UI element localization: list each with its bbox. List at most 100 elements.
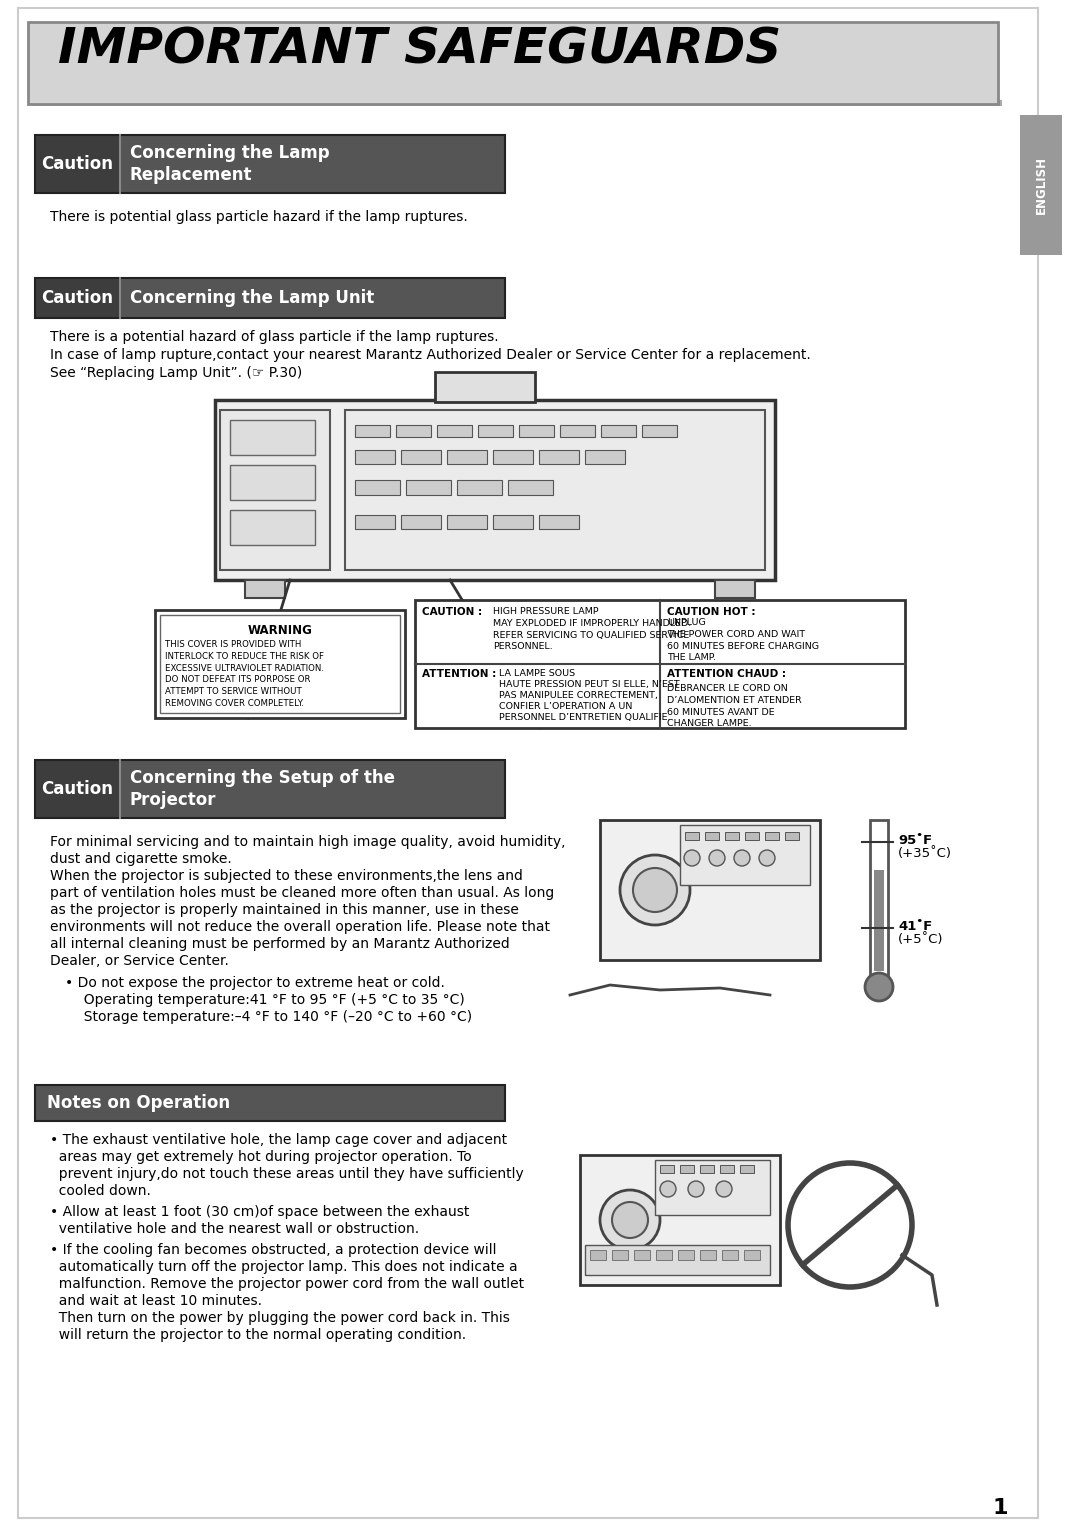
Bar [720,1164,734,1174]
Bar [492,451,534,465]
Circle shape [759,850,775,866]
Bar [355,480,400,495]
Text: all internal cleaning must be performed by an Marantz Authorized: all internal cleaning must be performed … [50,937,510,950]
Text: Concerning the Lamp
Replacement: Concerning the Lamp Replacement [130,144,329,183]
Circle shape [612,1203,648,1238]
Bar [678,1250,694,1261]
Text: areas may get extremely hot during projector operation. To: areas may get extremely hot during proje… [50,1151,472,1164]
Bar [447,515,487,529]
Text: Caution: Caution [41,779,113,798]
Text: UNPLUG
THE POWER CORD AND WAIT
60 MINUTES BEFORE CHARGING
THE LAMP.: UNPLUG THE POWER CORD AND WAIT 60 MINUTE… [667,617,819,663]
Bar [28,21,998,104]
Bar [585,451,625,465]
Text: (+35˚C): (+35˚C) [897,847,951,860]
Text: LA LAMPE SOUS
HAUTE PRESSION PEUT SI ELLE, N’EST
PAS MANIPULEE CORRECTEMENT,
CON: LA LAMPE SOUS HAUTE PRESSION PEUT SI ELL… [499,669,679,723]
Text: In case of lamp rupture,contact your nearest Marantz Authorized Dealer or Servic: In case of lamp rupture,contact your nea… [50,348,811,362]
Bar [680,1164,694,1174]
Bar [539,451,579,465]
Bar [447,451,487,465]
Bar [519,425,554,437]
Circle shape [633,868,677,912]
Bar [345,410,765,570]
Bar [725,833,739,840]
Bar [723,1250,738,1261]
Bar [539,515,579,529]
Text: 1: 1 [993,1497,1008,1517]
Bar [585,1245,770,1274]
Bar [406,480,451,495]
Bar [680,825,810,885]
Text: as the projector is properly maintained in this manner, use in these: as the projector is properly maintained … [50,903,518,917]
Text: DEBRANCER LE CORD ON
D’ALOMENTION ET ATENDER
60 MINUTES AVANT DE
CHANGER LAMPE.: DEBRANCER LE CORD ON D’ALOMENTION ET ATE… [667,685,801,729]
Bar [120,134,505,193]
Text: ATTENTION CHAUD :: ATTENTION CHAUD : [667,669,786,678]
Text: dust and cigarette smoke.: dust and cigarette smoke. [50,853,232,866]
Bar [642,425,677,437]
Bar [35,134,505,193]
Text: Caution: Caution [41,154,113,173]
Text: Dealer, or Service Center.: Dealer, or Service Center. [50,953,229,969]
Circle shape [688,1181,704,1196]
Text: Then turn on the power by plugging the power cord back in. This: Then turn on the power by plugging the p… [50,1311,510,1325]
Bar [35,759,505,817]
Text: cooled down.: cooled down. [50,1184,151,1198]
Bar [492,515,534,529]
Bar [215,400,775,581]
Bar [561,425,595,437]
Bar [654,1160,770,1215]
Text: environments will not reduce the overall operation life. Please note that: environments will not reduce the overall… [50,920,550,934]
Text: prevent injury,do not touch these areas until they have sufficiently: prevent injury,do not touch these areas … [50,1167,524,1181]
Text: THIS COVER IS PROVIDED WITH
INTERLOCK TO REDUCE THE RISK OF
EXCESSIVE ULTRAVIOLE: THIS COVER IS PROVIDED WITH INTERLOCK TO… [165,640,324,707]
Text: • Do not expose the projector to extreme heat or cold.: • Do not expose the projector to extreme… [65,976,445,990]
Bar [715,581,755,597]
Bar [401,515,441,529]
Bar [457,480,502,495]
Bar [600,425,636,437]
Bar [656,1250,672,1261]
Bar [740,1164,754,1174]
Text: • Allow at least 1 foot (30 cm)of space between the exhaust: • Allow at least 1 foot (30 cm)of space … [50,1206,470,1219]
Bar [355,451,395,465]
Bar [700,1164,714,1174]
Text: Concerning the Setup of the
Projector: Concerning the Setup of the Projector [130,769,394,808]
Text: Operating temperature:41 °F to 95 °F (+5 °C to 35 °C): Operating temperature:41 °F to 95 °F (+5… [75,993,464,1007]
Text: part of ventilation holes must be cleaned more often than usual. As long: part of ventilation holes must be cleane… [50,886,554,900]
Text: ENGLISH: ENGLISH [1035,156,1048,214]
Bar [160,614,400,714]
Text: Storage temperature:–4 °F to 140 °F (–20 °C to +60 °C): Storage temperature:–4 °F to 140 °F (–20… [75,1010,472,1024]
Bar [612,1250,627,1261]
Bar [355,515,395,529]
Bar [785,833,799,840]
Bar [230,510,315,545]
Text: • If the cooling fan becomes obstructed, a protection device will: • If the cooling fan becomes obstructed,… [50,1242,497,1258]
Bar [437,425,472,437]
Circle shape [716,1181,732,1196]
Bar [508,480,553,495]
Bar [120,278,505,318]
Text: will return the projector to the normal operating condition.: will return the projector to the normal … [50,1328,467,1342]
Text: There is a potential hazard of glass particle if the lamp ruptures.: There is a potential hazard of glass par… [50,330,499,344]
Text: 41˚F: 41˚F [897,920,932,934]
Bar [1020,115,1062,255]
Bar [35,759,120,817]
Bar [870,821,888,975]
Bar [744,1250,760,1261]
Circle shape [734,850,750,866]
Text: CAUTION HOT :: CAUTION HOT : [667,607,756,617]
Bar [35,278,120,318]
Bar [745,833,759,840]
Bar [874,869,885,970]
Text: See “Replacing Lamp Unit”. (☞ P.30): See “Replacing Lamp Unit”. (☞ P.30) [50,367,302,380]
Text: There is potential glass particle hazard if the lamp ruptures.: There is potential glass particle hazard… [50,209,468,225]
Circle shape [684,850,700,866]
Text: WARNING: WARNING [247,623,312,637]
Bar [35,278,505,318]
Circle shape [620,856,690,924]
Bar [401,451,441,465]
Bar [580,1155,780,1285]
Text: When the projector is subjected to these environments,the lens and: When the projector is subjected to these… [50,869,523,883]
Text: For minimal servicing and to maintain high image quality, avoid humidity,: For minimal servicing and to maintain hi… [50,834,566,850]
Text: CAUTION :: CAUTION : [422,607,482,617]
Bar [396,425,431,437]
Bar [634,1250,650,1261]
